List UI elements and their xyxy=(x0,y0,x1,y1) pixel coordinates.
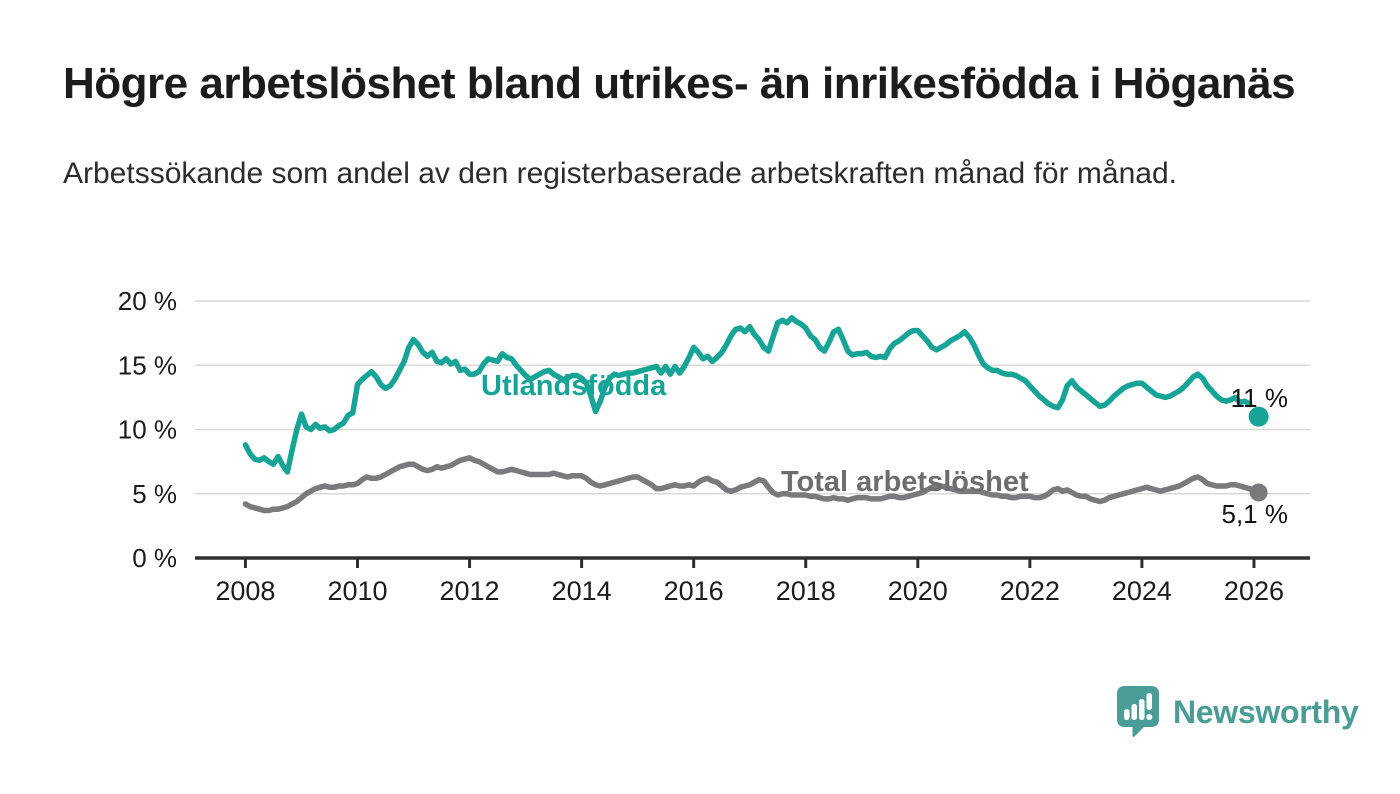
logo-bar-1 xyxy=(1124,709,1130,720)
x-axis-tick-label: 2018 xyxy=(776,576,836,606)
logo-exclamation-dot xyxy=(1146,714,1153,720)
y-axis-tick-label: 15 % xyxy=(118,350,177,380)
x-axis-tick-label: 2014 xyxy=(552,576,612,606)
newsworthy-bubble-chart-icon xyxy=(1117,686,1159,738)
newsworthy-wordmark: Newsworthy xyxy=(1173,693,1359,730)
x-axis-tick-label: 2022 xyxy=(1000,576,1060,606)
end-value-label-total: 5,1 % xyxy=(1221,499,1289,529)
end-value-label-utlandsfodda: 11 % xyxy=(1230,383,1288,413)
y-axis-tick-label: 5 % xyxy=(132,479,177,509)
line-chart: 0 % 5 % 10 % 15 % 20 % 2008 2010 2012 2014 2016 20… xyxy=(118,286,1310,606)
series-label-utlandsfodda: Utlandsfödda xyxy=(481,370,667,402)
x-axis-tick-label: 2016 xyxy=(664,576,724,606)
x-axis-tick-label: 2026 xyxy=(1224,576,1284,606)
x-axis-tick-label: 2012 xyxy=(440,576,500,606)
x-axis-tick-label: 2008 xyxy=(215,576,275,606)
series-end-dot-0 xyxy=(1248,406,1269,427)
x-axis-tick-label: 2020 xyxy=(888,576,948,606)
logo-bar-3 xyxy=(1139,699,1145,720)
series-label-total-arbetsloshet: Total arbetslöshet xyxy=(781,466,1029,498)
series-end-dot-1 xyxy=(1249,483,1268,502)
page-title: Högre arbetslöshet bland utrikes- än inr… xyxy=(63,59,1296,108)
x-axis-tick-label: 2024 xyxy=(1112,576,1172,606)
y-axis-tick-label: 10 % xyxy=(118,415,177,445)
logo-exclamation-bar xyxy=(1146,693,1152,710)
series-line-1 xyxy=(242,455,1253,514)
chart-subtitle: Arbetssökande som andel av den registerb… xyxy=(63,157,1177,190)
y-axis-tick-label: 0 % xyxy=(132,543,177,573)
series-line-0 xyxy=(242,314,1253,475)
x-axis-tick-label: 2010 xyxy=(327,576,387,606)
newsworthy-logo: Newsworthy xyxy=(1117,686,1359,738)
logo-bar-2 xyxy=(1131,704,1137,720)
y-axis-tick-label: 20 % xyxy=(118,286,177,316)
